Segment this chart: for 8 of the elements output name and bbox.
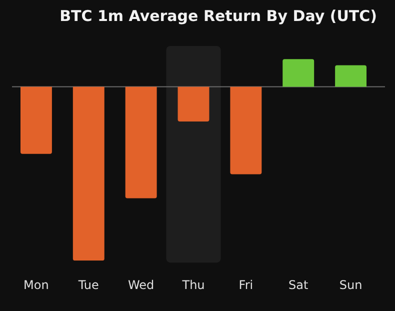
- x-tick-label: Thu: [181, 278, 205, 292]
- x-tick-label: Fri: [238, 278, 254, 292]
- x-tick-label: Sun: [339, 278, 362, 292]
- x-tick-label: Mon: [24, 278, 49, 292]
- x-tick-label: Sat: [288, 278, 308, 292]
- x-tick-label: Wed: [128, 278, 154, 292]
- x-tick-label: Tue: [77, 278, 99, 292]
- chart-title: BTC 1m Average Return By Day (UTC): [60, 6, 377, 25]
